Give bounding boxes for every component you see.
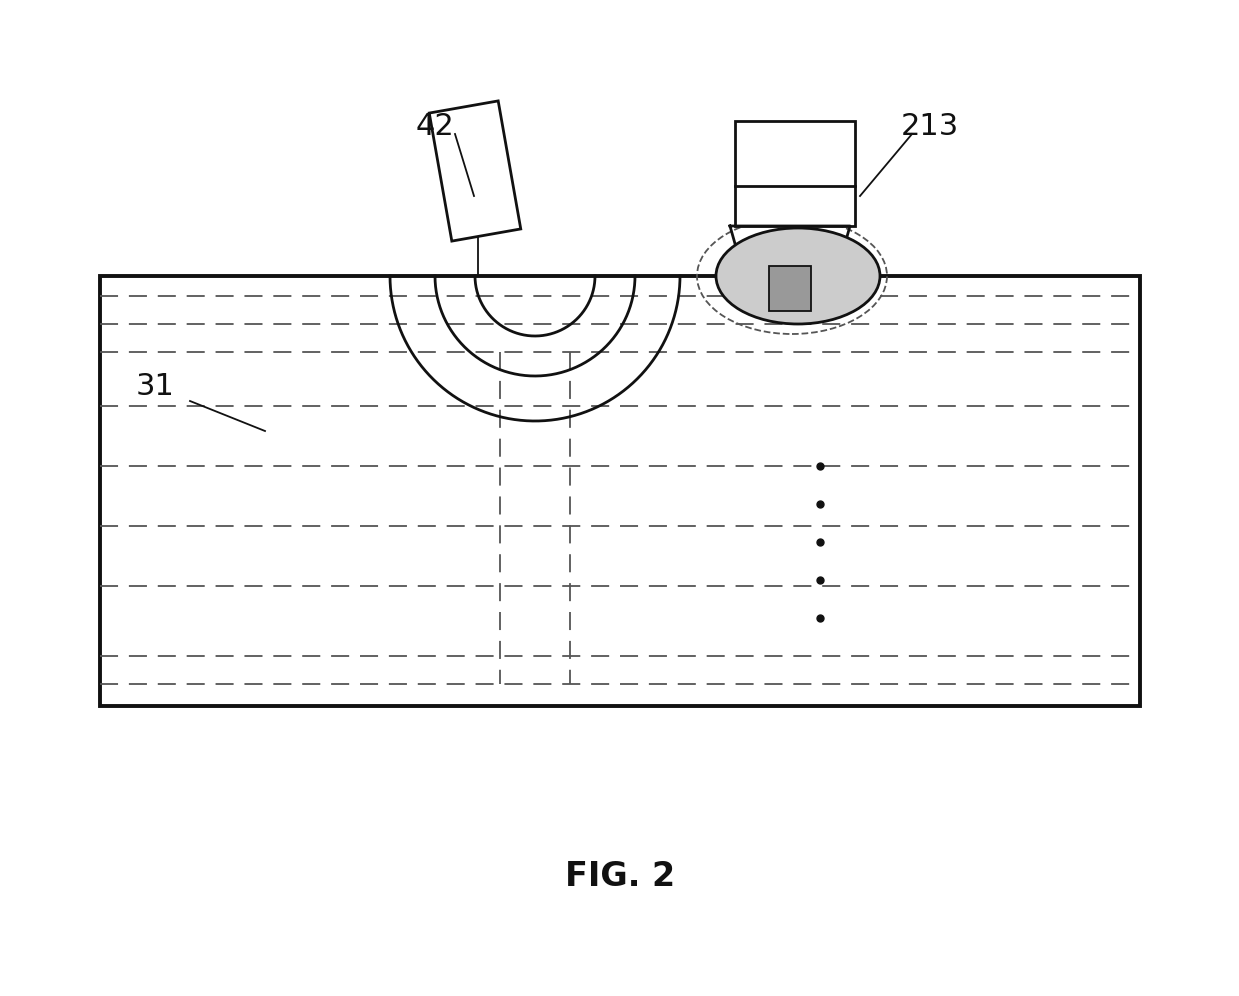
Bar	[735, 121, 855, 226]
Bar	[100, 276, 1140, 706]
Bar	[429, 101, 520, 241]
Text: FIG. 2: FIG. 2	[565, 860, 675, 892]
Ellipse shape	[716, 228, 880, 324]
Bar	[769, 266, 812, 311]
Text: 31: 31	[135, 372, 175, 400]
Text: 42: 42	[415, 112, 455, 140]
Bar	[769, 266, 812, 311]
Text: 213: 213	[901, 112, 959, 140]
